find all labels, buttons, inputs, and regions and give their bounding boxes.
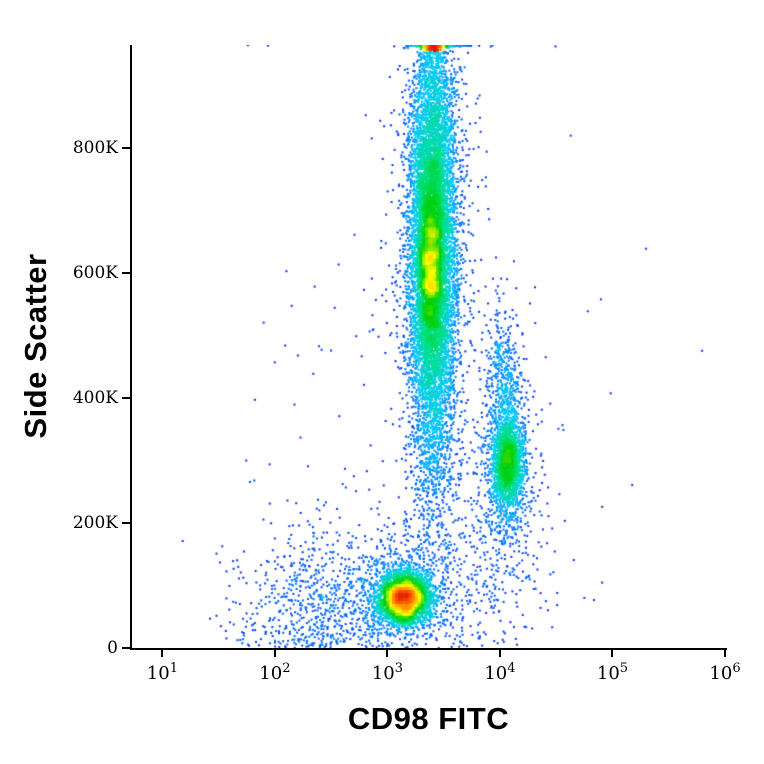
x-tick-label: 105: [596, 661, 629, 684]
x-tick-label: 104: [484, 661, 516, 684]
y-tick-mark: [122, 272, 130, 275]
y-tick-label: 200K: [72, 513, 118, 534]
x-tick-label: 106: [709, 661, 741, 684]
x-axis-title: CD98 FITC: [347, 701, 510, 736]
x-tick-mark: [386, 650, 389, 657]
y-tick-label: 800K: [72, 138, 118, 159]
y-tick-mark: [122, 647, 130, 649]
y-tick-mark: [122, 522, 130, 525]
x-tick-mark: [611, 650, 614, 657]
y-tick-mark: [122, 397, 130, 400]
x-tick-mark: [724, 650, 726, 657]
x-axis-line: [130, 648, 727, 650]
y-tick-label: 400K: [72, 388, 118, 409]
y-tick-label: 0: [107, 638, 118, 658]
y-axis-line: [130, 45, 132, 650]
y-tick-label: 600K: [72, 263, 118, 284]
x-tick-mark: [161, 650, 164, 657]
x-tick-mark: [273, 650, 276, 657]
x-tick-label: 103: [371, 661, 404, 684]
x-tick-label: 102: [259, 661, 291, 684]
x-tick-mark: [498, 650, 501, 657]
y-tick-mark: [122, 147, 130, 150]
x-tick-label: 101: [146, 661, 178, 684]
scatter-density-canvas: [132, 45, 725, 648]
